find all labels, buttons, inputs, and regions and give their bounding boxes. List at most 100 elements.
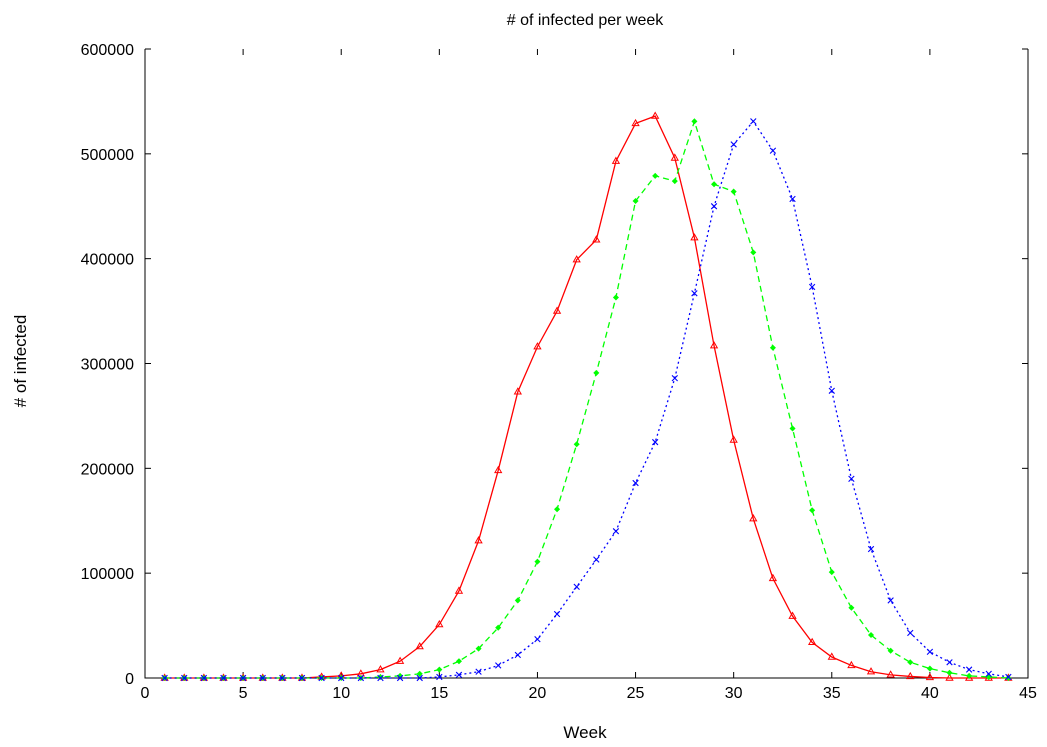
- data-point: [435, 619, 444, 628]
- series-1: [160, 111, 1013, 681]
- x-tick-label: 0: [141, 685, 150, 702]
- data-point: [750, 249, 757, 256]
- data-point: [866, 667, 876, 675]
- data-point: [534, 636, 541, 643]
- data-point: [651, 438, 659, 446]
- data-point: [514, 597, 521, 604]
- y-tick-label: 400000: [81, 252, 134, 269]
- data-point: [906, 671, 915, 680]
- data-point: [495, 624, 502, 631]
- y-tick-label: 600000: [81, 42, 134, 59]
- data-point: [671, 178, 678, 185]
- data-point: [395, 656, 405, 664]
- data-point: [161, 674, 168, 682]
- data-point: [789, 425, 796, 432]
- x-tick-label: 30: [725, 685, 743, 702]
- data-point: [592, 235, 601, 243]
- x-tick-label: 45: [1019, 685, 1037, 702]
- data-point: [573, 583, 580, 590]
- data-point: [966, 672, 973, 679]
- series-line: [164, 120, 1009, 679]
- data-point: [670, 153, 679, 161]
- data-point: [651, 111, 660, 119]
- data-point: [730, 188, 737, 195]
- data-point: [691, 118, 698, 125]
- data-point: [475, 645, 482, 652]
- y-axis-label: # of infected: [11, 315, 30, 408]
- data-point: [593, 556, 600, 563]
- data-point: [298, 674, 306, 682]
- data-point: [711, 181, 718, 188]
- y-tick-label: 500000: [81, 147, 134, 164]
- series-layer: [160, 111, 1013, 682]
- data-point: [632, 479, 639, 487]
- data-point: [788, 611, 797, 619]
- x-tick-label: 15: [430, 685, 448, 702]
- data-point: [827, 652, 836, 660]
- data-point: [652, 172, 659, 179]
- data-point: [377, 674, 384, 682]
- data-point: [593, 369, 600, 376]
- x-axis-label: Week: [563, 723, 607, 742]
- data-point: [985, 670, 992, 677]
- data-point: [965, 666, 973, 673]
- y-tick-label: 200000: [81, 461, 134, 478]
- data-point: [867, 545, 875, 553]
- data-point: [809, 507, 816, 514]
- data-point: [259, 674, 266, 682]
- data-point: [828, 387, 835, 394]
- data-point: [455, 658, 462, 665]
- data-point: [357, 674, 365, 682]
- data-point: [513, 387, 522, 395]
- data-point: [415, 641, 424, 650]
- data-point: [573, 441, 580, 448]
- data-point: [416, 674, 423, 682]
- data-point: [710, 203, 718, 210]
- data-point: [534, 558, 541, 565]
- data-point: [789, 195, 796, 203]
- data-point: [318, 674, 325, 682]
- data-point: [729, 435, 738, 443]
- data-point: [907, 659, 914, 666]
- data-point: [925, 672, 935, 681]
- data-point: [886, 670, 895, 678]
- y-tick-label: 0: [125, 671, 134, 688]
- data-point: [514, 651, 522, 659]
- data-point: [946, 659, 953, 666]
- data-point: [945, 673, 954, 681]
- x-tick-label: 5: [239, 685, 248, 702]
- data-point: [750, 118, 757, 125]
- data-point: [946, 669, 953, 676]
- data-point: [454, 586, 464, 594]
- data-point: [474, 536, 483, 544]
- data-point: [436, 666, 443, 673]
- data-point: [611, 156, 621, 164]
- data-point: [671, 374, 678, 382]
- axis-frame: [144, 49, 1029, 679]
- data-point: [867, 631, 875, 639]
- data-point: [769, 147, 777, 154]
- data-point: [631, 118, 640, 127]
- chart-title: # of infected per week: [507, 12, 665, 29]
- data-point: [848, 604, 855, 611]
- series-3: [161, 118, 1012, 682]
- data-point: [847, 660, 856, 669]
- data-point: [887, 647, 894, 654]
- data-point: [181, 674, 188, 682]
- data-point: [572, 255, 581, 263]
- axes: 0 5 10 15 20 25 30 35 40 45 0 100000 200000 300000 400…: [81, 42, 1037, 702]
- data-point: [632, 197, 639, 205]
- data-point: [887, 597, 894, 604]
- series-line: [164, 119, 1009, 679]
- data-point: [436, 673, 443, 681]
- data-point: [338, 674, 345, 682]
- data-point: [907, 629, 914, 637]
- data-point: [828, 569, 835, 576]
- data-point: [749, 514, 758, 522]
- data-point: [807, 637, 817, 646]
- data-point: [848, 475, 855, 483]
- data-point: [533, 342, 542, 350]
- data-point: [239, 674, 247, 682]
